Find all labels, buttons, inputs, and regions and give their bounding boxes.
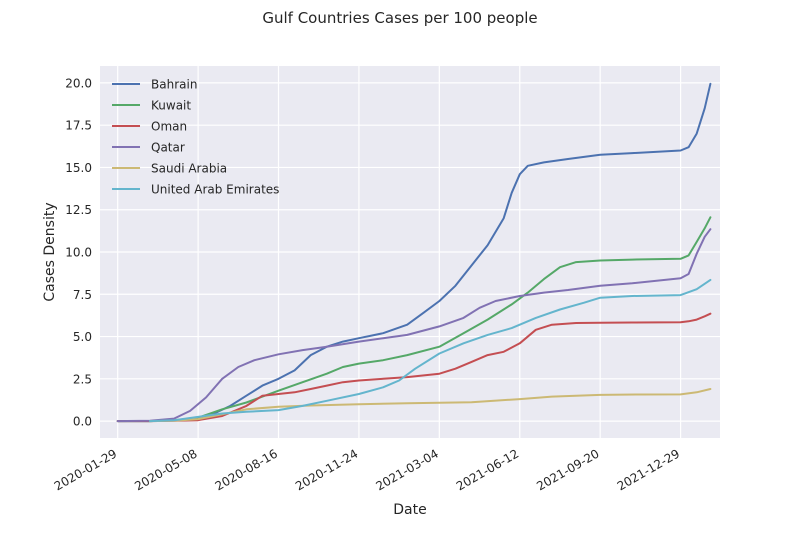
- series-line-bahrain: [116, 82, 712, 423]
- series-line-oman: [116, 312, 712, 423]
- y-tick-label: 5.0: [73, 330, 92, 344]
- y-tick-labels: 0.0 2.5 5.0 7.5 10.0 12.5 15.0 17.5 20.0: [65, 76, 92, 428]
- series-lines: [116, 82, 712, 423]
- x-tick-label: 2020-08-16: [213, 446, 280, 493]
- x-tick-label: 2021-12-29: [615, 446, 682, 493]
- legend-label-kuwait: Kuwait: [151, 99, 191, 113]
- legend-label-oman: Oman: [151, 120, 187, 134]
- legend-label-bahrain: Bahrain: [151, 78, 197, 92]
- y-axis-label: Cases Density: [42, 202, 58, 301]
- series-line-united-arab-emirates: [148, 278, 712, 423]
- series-line-qatar: [116, 228, 712, 423]
- legend-label-united-arab-emirates: United Arab Emirates: [151, 183, 279, 197]
- legend-label-saudi-arabia: Saudi Arabia: [151, 162, 227, 176]
- y-tick-label: 17.5: [65, 119, 92, 133]
- x-tick-label: 2021-03-04: [373, 446, 440, 493]
- y-tick-label: 12.5: [65, 203, 92, 217]
- series-line-saudi-arabia: [148, 388, 712, 423]
- chart-title: Gulf Countries Cases per 100 people: [262, 9, 537, 27]
- x-tick-labels: 2020-01-29 2020-05-08 2020-08-16 2020-11-24…: [52, 446, 682, 493]
- x-tick-label: 2021-06-12: [454, 446, 521, 493]
- y-tick-label: 0.0: [73, 415, 92, 429]
- y-tick-label: 15.0: [65, 161, 92, 175]
- x-tick-label: 2020-01-29: [52, 446, 119, 493]
- x-axis-label: Date: [393, 502, 426, 518]
- series-line-kuwait: [116, 216, 712, 423]
- grid-lines: [100, 66, 720, 438]
- y-tick-label: 2.5: [73, 372, 92, 386]
- x-tick-label: 2020-11-24: [293, 446, 360, 493]
- x-tick-label: 2021-09-20: [534, 446, 601, 493]
- y-tick-label: 10.0: [65, 246, 92, 260]
- y-tick-label: 7.5: [73, 288, 92, 302]
- legend: Bahrain Kuwait Oman Qatar Saudi Arabia United…: [112, 78, 279, 197]
- legend-label-qatar: Qatar: [151, 141, 185, 155]
- x-tick-label: 2020-05-08: [132, 446, 199, 493]
- y-tick-label: 20.0: [65, 76, 92, 90]
